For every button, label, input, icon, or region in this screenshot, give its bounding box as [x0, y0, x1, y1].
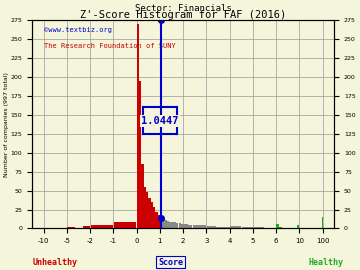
- Bar: [220, 227, 225, 228]
- Bar: [162, 220, 165, 228]
- Bar: [67, 227, 75, 228]
- Bar: [188, 225, 192, 228]
- Text: Score: Score: [158, 258, 183, 267]
- Bar: [160, 218, 162, 228]
- Text: Unhealthy: Unhealthy: [32, 258, 77, 267]
- Bar: [139, 81, 141, 228]
- Bar: [181, 224, 183, 228]
- Bar: [169, 222, 171, 228]
- Y-axis label: Number of companies (997 total): Number of companies (997 total): [4, 72, 9, 177]
- Bar: [193, 225, 197, 228]
- Bar: [176, 223, 179, 228]
- Bar: [183, 224, 188, 228]
- Bar: [148, 198, 150, 228]
- Text: The Research Foundation of SUNY: The Research Foundation of SUNY: [44, 43, 176, 49]
- Bar: [202, 225, 206, 228]
- Bar: [179, 223, 181, 228]
- Bar: [144, 187, 146, 228]
- Bar: [297, 225, 300, 228]
- Bar: [211, 226, 216, 228]
- Bar: [174, 222, 176, 228]
- Bar: [242, 227, 253, 228]
- Text: Sector: Financials: Sector: Financials: [135, 4, 231, 13]
- Bar: [146, 192, 148, 228]
- Text: 1.0447: 1.0447: [141, 116, 179, 126]
- Bar: [151, 202, 153, 228]
- Bar: [225, 227, 230, 228]
- Text: Healthy: Healthy: [309, 258, 343, 267]
- Bar: [276, 224, 279, 228]
- Bar: [279, 227, 282, 228]
- Bar: [197, 225, 202, 228]
- Bar: [91, 225, 113, 228]
- Bar: [83, 226, 90, 228]
- Bar: [137, 24, 139, 228]
- Bar: [230, 226, 241, 228]
- Bar: [165, 220, 167, 228]
- Bar: [253, 227, 264, 228]
- Bar: [172, 222, 174, 228]
- Bar: [141, 164, 144, 228]
- Bar: [167, 221, 169, 228]
- Bar: [207, 226, 211, 228]
- Bar: [158, 215, 160, 228]
- Text: ©www.textbiz.org: ©www.textbiz.org: [44, 26, 112, 32]
- Bar: [156, 212, 158, 228]
- Title: Z'-Score Histogram for FAF (2016): Z'-Score Histogram for FAF (2016): [80, 10, 286, 20]
- Bar: [114, 222, 136, 228]
- Bar: [153, 207, 155, 228]
- Bar: [216, 227, 220, 228]
